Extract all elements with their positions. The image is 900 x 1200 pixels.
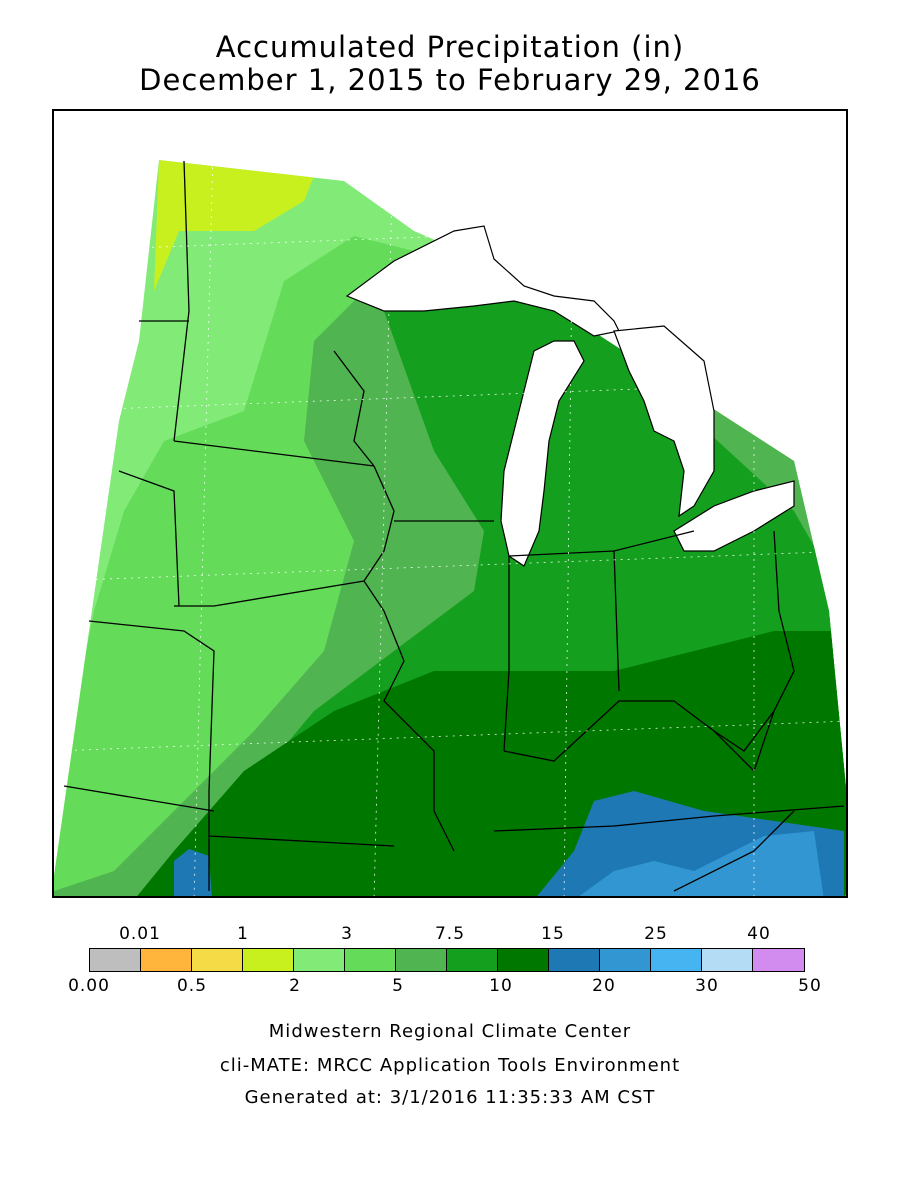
legend-swatch [651, 949, 702, 971]
legend-swatch [243, 949, 294, 971]
legend-swatch [396, 949, 447, 971]
legend-swatch [549, 949, 600, 971]
legend-bottom-label: 20 [592, 976, 616, 996]
legend-swatch [141, 949, 192, 971]
legend-swatch [702, 949, 753, 971]
precipitation-map [52, 109, 848, 898]
lake-erie [673, 480, 795, 552]
legend-top-label: 0.01 [119, 924, 161, 944]
precip-spot-15-20 [174, 849, 212, 896]
legend-swatch [345, 949, 396, 971]
legend-bottom-label: 0.00 [68, 976, 110, 996]
footer-tool-name: cli-MATE: MRCC Application Tools Environ… [219, 1055, 681, 1076]
legend-bottom-label: 0.5 [176, 976, 208, 996]
legend-bottom-label: 30 [695, 976, 719, 996]
legend-swatch [90, 949, 141, 971]
precipitation-legend: 0.01 1 3 7.5 15 25 40 0.00 0.5 2 5 10 20… [0, 920, 900, 1000]
legend-top-label: 40 [747, 924, 771, 944]
legend-swatch [753, 949, 804, 971]
lake-superior [345, 225, 620, 337]
legend-swatch [192, 949, 243, 971]
legend-color-bar [89, 948, 805, 972]
legend-bottom-label: 2 [289, 976, 301, 996]
lake-huron [613, 325, 715, 518]
legend-top-label: 1 [237, 924, 249, 944]
legend-bottom-label: 5 [392, 976, 404, 996]
legend-top-label: 25 [644, 924, 668, 944]
map-title: Accumulated Precipitation (in) [215, 30, 685, 64]
legend-top-label: 15 [541, 924, 565, 944]
legend-top-label: 7.5 [434, 924, 466, 944]
precip-band-1-2 [154, 160, 314, 291]
map-canvas [54, 111, 846, 896]
legend-bottom-label: 10 [489, 976, 513, 996]
precip-band-20-25 [574, 831, 824, 896]
footer-generated-time: Generated at: 3/1/2016 11:35:33 AM CST [244, 1087, 656, 1108]
legend-swatch [447, 949, 498, 971]
legend-bottom-label: 50 [798, 976, 822, 996]
state-borders [63, 160, 845, 892]
legend-top-label: 3 [341, 924, 353, 944]
legend-swatch [498, 949, 549, 971]
map-subtitle: December 1, 2015 to February 29, 2016 [139, 63, 761, 97]
lake-michigan [500, 340, 585, 567]
legend-swatch [294, 949, 345, 971]
footer-organization: Midwestern Regional Climate Center [268, 1021, 632, 1042]
legend-swatch [600, 949, 651, 971]
